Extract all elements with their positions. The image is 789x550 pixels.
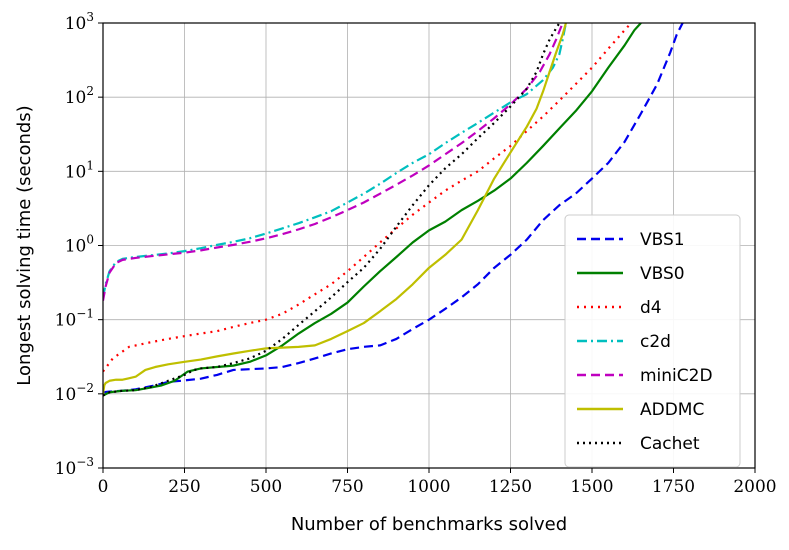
- x-axis-label: Number of benchmarks solved: [291, 514, 567, 535]
- y-tick-label: 10−3: [55, 455, 94, 479]
- legend-label-vbs1: VBS1: [640, 230, 685, 250]
- legend-label-vbs0: VBS0: [640, 264, 685, 284]
- y-tick-label: 101: [65, 158, 94, 182]
- y-tick-label-base: 10: [55, 311, 77, 331]
- y-tick-label-exponent: −1: [76, 307, 94, 321]
- y-tick-label-base: 10: [65, 14, 87, 34]
- x-tick-label: 250: [168, 477, 200, 497]
- ticks: 0 250 500 750 1000 1250 1500 1750 200010−310−210…: [55, 10, 777, 497]
- y-tick-label-exponent: 0: [86, 233, 94, 247]
- y-tick-label-base: 10: [65, 162, 87, 182]
- series-line-vbs1: [103, 23, 684, 394]
- y-tick-label-exponent: 3: [86, 10, 94, 24]
- legend-label-c2d: c2d: [640, 332, 671, 352]
- y-tick-label-exponent: 1: [86, 158, 94, 172]
- y-axis-label: Longest solving time (seconds): [14, 105, 35, 385]
- x-tick-label: 1250: [489, 477, 532, 497]
- y-tick-label-base: 10: [55, 459, 77, 479]
- y-tick-label: 102: [65, 84, 94, 108]
- series-line-c2d: [103, 23, 567, 298]
- series-line-d4: [103, 23, 632, 373]
- x-tick-label: 2000: [733, 477, 776, 497]
- legend-label-d4: d4: [640, 298, 662, 318]
- x-tick-label: 1750: [652, 477, 695, 497]
- y-tick-label: 103: [65, 10, 94, 34]
- series-line-minic2d: [103, 23, 564, 301]
- legend-box: [564, 214, 741, 468]
- legend-label-cachet: Cachet: [640, 434, 700, 454]
- y-tick-label: 100: [65, 233, 94, 257]
- series-line-addmc: [103, 23, 567, 394]
- x-tick-label: 0: [98, 477, 109, 497]
- x-tick-label: 1500: [570, 477, 613, 497]
- y-tick-label-base: 10: [65, 88, 87, 108]
- y-tick-label: 10−2: [55, 381, 94, 405]
- y-tick-label: 10−1: [55, 307, 94, 331]
- x-tick-label: 1000: [407, 477, 450, 497]
- x-tick-label: 500: [250, 477, 282, 497]
- y-tick-label-exponent: −2: [76, 381, 94, 395]
- x-tick-label: 750: [331, 477, 363, 497]
- series-line-cachet: [103, 23, 561, 397]
- y-tick-label-exponent: −3: [76, 455, 94, 469]
- legend-label-minic2d: miniC2D: [640, 366, 713, 386]
- legend: VBS1 VBS0 d4 c2d miniC2D ADDMC Cachet: [564, 214, 741, 468]
- y-tick-label-base: 10: [65, 237, 87, 257]
- series-layer: [103, 23, 684, 397]
- y-tick-label-exponent: 2: [86, 84, 94, 98]
- y-tick-label-base: 10: [55, 385, 77, 405]
- legend-label-addmc: ADDMC: [640, 400, 704, 420]
- series-line-vbs0: [103, 23, 642, 397]
